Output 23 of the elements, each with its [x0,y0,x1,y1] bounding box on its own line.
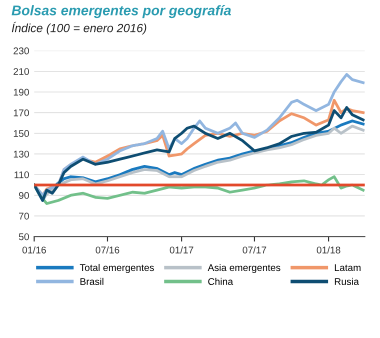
legend-label: Brasil [80,278,104,286]
x-tick-label: 01/16 [22,246,46,254]
y-tick-label: 170 [14,109,29,116]
y-tick-label: 190 [14,88,29,96]
y-tick-label: 70 [19,212,29,220]
chart-title: Bolsas emergentes por geografía [12,5,231,18]
x-tick-label: 07/17 [242,246,266,254]
x-tick-label: 01/17 [170,246,194,254]
legend-label: Rusia [334,278,359,286]
legend-label: China [208,278,234,286]
y-tick-label: 150 [14,130,29,137]
chart-subtitle: Índice (100 = enero 2016) [12,22,146,35]
legend-label: Latam [334,264,361,272]
x-tick-label: 01/18 [316,246,340,254]
y-tick-label: 110 [14,171,29,178]
y-tick-label: 130 [14,150,29,158]
y-tick-label: 50 [18,233,29,240]
x-tick-label: 07/16 [96,246,120,254]
legend-label: Total emergentes [80,264,154,274]
y-tick-label: 210 [14,68,29,75]
y-tick-label: 230 [14,47,29,54]
y-tick-label: 90 [18,192,29,199]
legend-label: Asia emergentes [208,264,280,274]
